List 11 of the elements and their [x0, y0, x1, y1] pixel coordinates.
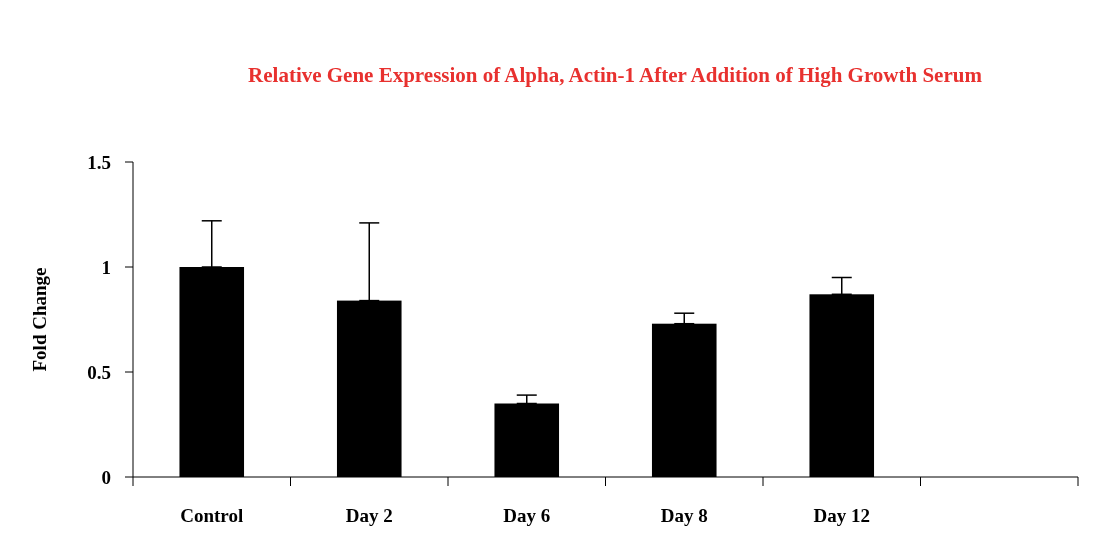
y-tick-label: 1	[101, 256, 111, 278]
x-tick-label: Control	[180, 505, 244, 526]
y-tick-label: 0.5	[87, 361, 111, 383]
y-tick-label: 1.5	[87, 151, 111, 173]
x-tick-label: Day 6	[503, 505, 551, 526]
x-tick-label: Day 2	[345, 505, 393, 526]
y-axis-title: Fold Change	[29, 267, 50, 372]
x-tick-label: Day 12	[813, 505, 870, 526]
y-tick-label: 0	[101, 466, 111, 488]
chart-title: Relative Gene Expression of Alpha, Actin-1 After Addition of High Growth Serum	[248, 63, 983, 87]
x-tick-label: Day 8	[660, 505, 708, 526]
